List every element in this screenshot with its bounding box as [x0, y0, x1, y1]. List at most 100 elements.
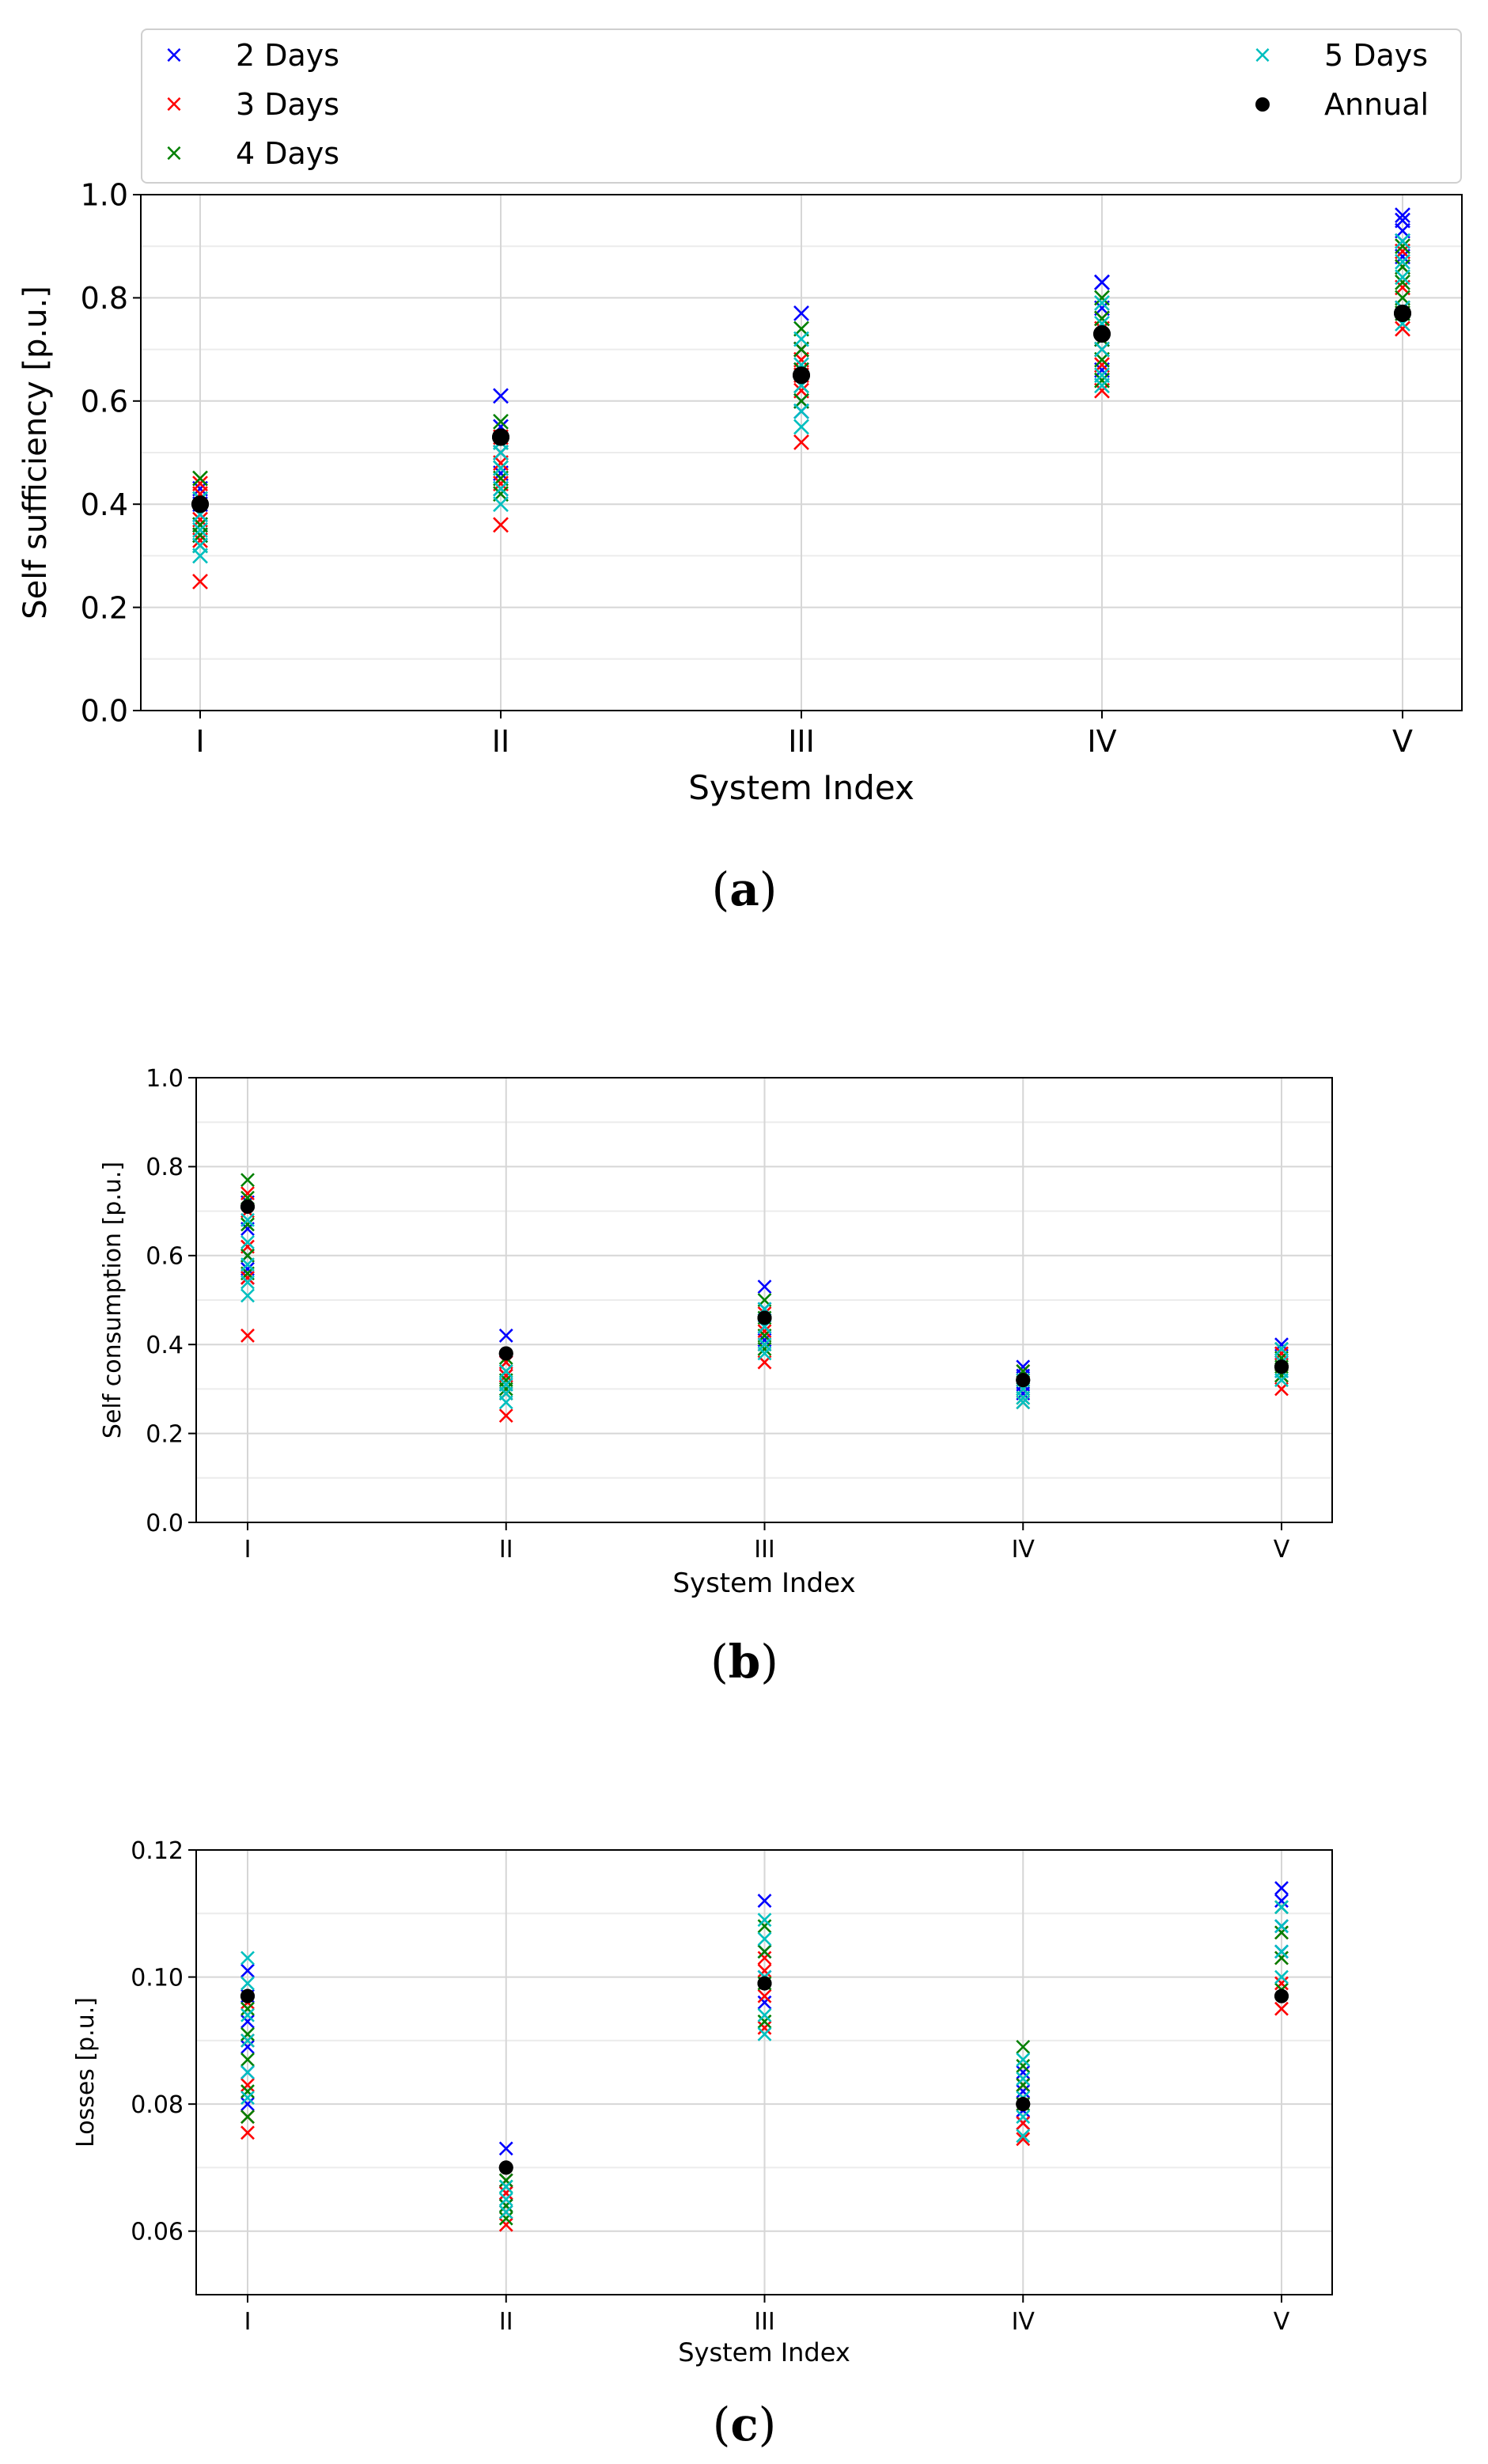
panel-a-xtick-label: III	[788, 724, 815, 759]
panel-b-point-5-days	[240, 1275, 255, 1290]
panel-a-xtick-label: IV	[1087, 724, 1116, 759]
panel-c-point-4-days	[1016, 2059, 1031, 2073]
panel-c-point-3-days	[757, 1963, 772, 1978]
panel-a-xtick-label: I	[195, 724, 204, 759]
panel-c-point-5-days	[1016, 2110, 1031, 2125]
panel-c-point-5-days	[757, 1912, 772, 1928]
panel-c-point-4-days	[757, 2014, 772, 2029]
panel-c-point-5-days	[757, 1931, 772, 1947]
panel-b-point-annual-top	[757, 1310, 772, 1325]
panel-c-point-5-days	[498, 2192, 513, 2207]
panel-c-point-4-days	[1274, 1925, 1289, 1940]
legend-marker-2-days: ×	[164, 41, 184, 69]
panel-c-point-4-days	[498, 2198, 513, 2213]
panel-a-point-2-days	[1395, 207, 1410, 223]
panel-c-axes-frame	[195, 1849, 1333, 2295]
panel-c-point-4-days	[498, 2211, 513, 2226]
panel-b-point-annual-top	[1274, 1359, 1289, 1374]
panel-b-point-5-days	[240, 1235, 255, 1249]
caption-b: (b)	[710, 1635, 778, 1689]
panel-b-point-annual-top	[1016, 1373, 1031, 1388]
panel-a-point-5-days	[493, 480, 509, 497]
panel-c-point-2-days	[1016, 2084, 1031, 2099]
panel-a-xtick-label: V	[1392, 724, 1413, 759]
panel-a-point-annual-top	[1394, 304, 1411, 322]
caption-c: (c)	[712, 2398, 777, 2451]
panel-c-point-3-days	[757, 1988, 772, 2003]
panel-b-point-3-days	[498, 1408, 513, 1423]
panel-a-point-5-days	[1395, 269, 1410, 286]
panel-b-point-5-days	[240, 1212, 255, 1227]
panel-c-point-4-days	[757, 1944, 772, 1959]
panel-a-point-5-days	[192, 537, 208, 554]
panel-c-point-3-days	[240, 2125, 255, 2140]
panel-c-point-3-days	[1016, 2116, 1031, 2131]
panel-a-ytick-label: 0.2	[81, 590, 128, 625]
panel-c-ytick-label: 0.06	[131, 2219, 184, 2246]
panel-a-point-5-days	[1094, 295, 1110, 311]
panel-c-xtick-label: V	[1274, 2308, 1290, 2336]
panel-b-point-4-days	[240, 1217, 255, 1232]
legend-label-annual: Annual	[1324, 87, 1429, 122]
panel-c-point-2-days	[240, 1963, 255, 1978]
panel-a-x-axis-label: System Index	[688, 768, 914, 807]
legend-label-2-days: 2 Days	[236, 38, 340, 73]
panel-a-axes-frame	[140, 194, 1463, 711]
panel-b-point-3-days	[240, 1270, 255, 1285]
panel-c-point-5-days	[1274, 1900, 1289, 1915]
panel-a-point-5-days	[793, 403, 809, 419]
panel-a-ytick-label: 1.0	[81, 178, 128, 213]
panel-c-point-4-days	[240, 2110, 255, 2125]
panel-c-point-5-days	[240, 2091, 255, 2106]
panel-a-ytick-label: 0.6	[81, 384, 128, 419]
caption-a: (a)	[711, 862, 778, 916]
panel-c-point-5-days	[240, 1976, 255, 1991]
panel-a-point-5-days	[493, 460, 509, 476]
panel-b-point-annual-top	[498, 1346, 513, 1361]
panel-a-point-annual-top	[1093, 325, 1111, 343]
panel-b-xtick-label: III	[754, 1536, 775, 1564]
legend-label-4-days: 4 Days	[236, 136, 340, 171]
panel-b-point-5-days	[498, 1377, 513, 1392]
panel-c-point-annual-top	[1016, 2097, 1031, 2112]
panel-c-point-3-days	[757, 2020, 772, 2035]
panel-c-point-5-days	[1274, 1919, 1289, 1934]
legend-marker-3-days: ×	[164, 90, 184, 118]
panel-b-point-annual-top	[240, 1199, 255, 1214]
legend-item-5-days: × 5 Days	[1247, 38, 1428, 73]
panel-b-ytick-label: 0.0	[146, 1510, 184, 1537]
panel-a-point-3-days	[192, 574, 208, 589]
panel-c-point-3-days	[498, 2217, 513, 2232]
panel-c-point-5-days	[498, 2179, 513, 2194]
panel-b-point-2-days	[498, 1329, 513, 1343]
panel-c-point-2-days	[498, 2141, 513, 2156]
panel-c-point-3-days	[1274, 2001, 1289, 2016]
panel-c-point-annual-top	[498, 2160, 513, 2175]
panel-a-ytick-label: 0.8	[81, 281, 128, 316]
panel-c-point-2-days	[240, 2039, 255, 2054]
panel-c-point-4-days	[240, 2001, 255, 2016]
panel-a-point-3-days	[192, 476, 208, 492]
panel-c-point-5-days	[498, 2204, 513, 2219]
panel-a-point-5-days	[793, 419, 809, 435]
panel-c-point-3-days	[1274, 1976, 1289, 1991]
legend-item-2-days: × 2 Days	[158, 38, 340, 73]
panel-c-point-5-days	[240, 2033, 255, 2048]
panel-c-y-axis-label: Losses [p.u.]	[72, 1997, 100, 2147]
panel-c-point-3-days	[240, 2078, 255, 2092]
panel-a-point-5-days	[493, 496, 509, 513]
panel-a-point-annual-top	[492, 428, 509, 446]
panel-a-point-5-days	[1094, 367, 1110, 384]
panel-a-ytick-label: 0.0	[81, 694, 128, 729]
panel-a-point-5-days	[192, 521, 208, 538]
panel-c-point-5-days	[1016, 2072, 1031, 2086]
panel-b-y-axis-label: Self consumption [p.u.]	[99, 1162, 127, 1439]
panel-c-point-5-days	[757, 2007, 772, 2022]
panel-c-point-2-days	[1274, 1881, 1289, 1896]
panel-c-x-axis-label: System Index	[678, 2337, 850, 2367]
panel-c-point-5-days	[1016, 2129, 1031, 2144]
panel-b-xtick-label: I	[244, 1536, 252, 1564]
panel-c-point-4-days	[240, 2084, 255, 2099]
panel-a-point-5-days	[1395, 253, 1410, 270]
panel-b-ytick-label: 0.6	[146, 1243, 184, 1271]
